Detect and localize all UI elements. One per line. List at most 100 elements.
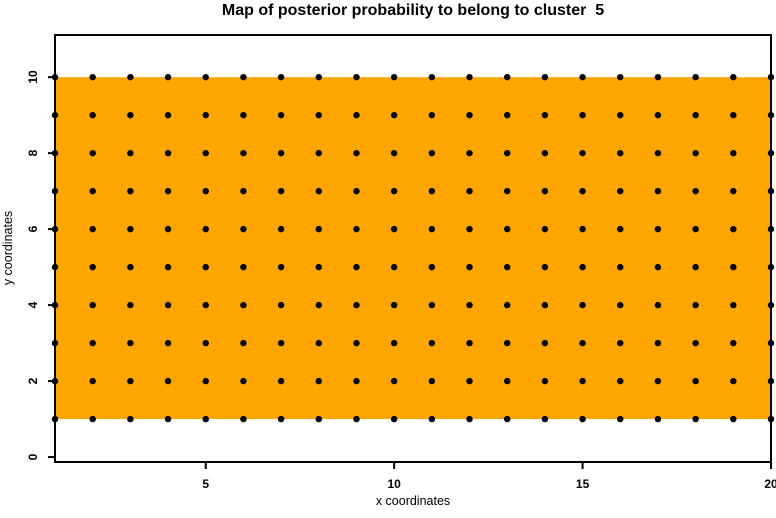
- data-point: [730, 301, 737, 309]
- data-point: [541, 377, 549, 385]
- data-point: [315, 187, 322, 195]
- data-point: [390, 415, 398, 423]
- data-point: [127, 149, 134, 157]
- data-point: [541, 415, 549, 423]
- data-point: [466, 415, 473, 423]
- data-point: [164, 301, 172, 309]
- y-tick-label: 10: [26, 70, 40, 84]
- data-point: [89, 415, 96, 423]
- data-point: [202, 225, 209, 233]
- data-point: [315, 377, 322, 385]
- data-point: [164, 149, 172, 157]
- data-point: [277, 377, 285, 385]
- data-point: [541, 73, 549, 81]
- data-point: [353, 187, 360, 195]
- data-point: [428, 415, 436, 423]
- data-point: [579, 225, 586, 233]
- probability-heat-region: [55, 77, 771, 420]
- data-point: [504, 225, 511, 233]
- data-point: [579, 415, 586, 423]
- data-point: [579, 301, 586, 309]
- data-point: [466, 301, 473, 309]
- data-point: [89, 301, 96, 309]
- data-point: [617, 339, 624, 347]
- data-point: [541, 111, 549, 119]
- data-point: [390, 263, 398, 271]
- data-point: [315, 149, 322, 157]
- data-point: [541, 263, 549, 271]
- data-point: [240, 263, 247, 271]
- data-point: [164, 339, 172, 347]
- data-point: [127, 187, 134, 195]
- data-point: [617, 301, 624, 309]
- data-point: [541, 187, 549, 195]
- data-point: [202, 415, 209, 423]
- data-point: [579, 187, 586, 195]
- data-point: [315, 263, 322, 271]
- data-point: [89, 73, 96, 81]
- data-point: [277, 301, 285, 309]
- data-point: [240, 301, 247, 309]
- y-tick-label: 0: [26, 453, 40, 461]
- data-point: [504, 111, 511, 119]
- x-axis-label: x coordinates: [375, 494, 451, 508]
- data-point: [202, 111, 209, 119]
- data-point: [240, 225, 247, 233]
- data-point: [654, 339, 662, 347]
- data-point: [541, 225, 549, 233]
- data-point: [466, 263, 473, 271]
- data-point: [730, 187, 737, 195]
- data-point: [428, 73, 436, 81]
- data-point: [579, 377, 586, 385]
- data-point: [202, 73, 209, 81]
- data-point: [390, 149, 398, 157]
- chart-title: Map of posterior probability to belong t…: [221, 2, 605, 19]
- data-point: [353, 339, 360, 347]
- data-point: [692, 377, 699, 385]
- data-point: [202, 301, 209, 309]
- data-point: [654, 225, 662, 233]
- data-point: [541, 149, 549, 157]
- data-point: [164, 187, 172, 195]
- data-point: [617, 149, 624, 157]
- data-point: [617, 225, 624, 233]
- data-point: [164, 225, 172, 233]
- data-point: [730, 339, 737, 347]
- data-point: [353, 415, 360, 423]
- data-point: [617, 263, 624, 271]
- data-point: [390, 73, 398, 81]
- data-point: [466, 149, 473, 157]
- data-point: [466, 225, 473, 233]
- data-point: [127, 111, 134, 119]
- data-point: [504, 263, 511, 271]
- data-point: [127, 339, 134, 347]
- data-point: [127, 73, 134, 81]
- data-point: [692, 187, 699, 195]
- data-point: [579, 111, 586, 119]
- data-point: [240, 149, 247, 157]
- data-point: [692, 263, 699, 271]
- data-point: [692, 225, 699, 233]
- data-point: [504, 73, 511, 81]
- data-point: [617, 187, 624, 195]
- data-point: [504, 377, 511, 385]
- plot-box: [54, 34, 772, 463]
- data-point: [315, 111, 322, 119]
- data-point: [390, 225, 398, 233]
- data-point: [202, 149, 209, 157]
- data-point: [89, 339, 96, 347]
- data-point: [277, 187, 285, 195]
- data-point: [390, 187, 398, 195]
- data-point: [692, 339, 699, 347]
- data-point: [579, 73, 586, 81]
- data-point: [617, 111, 624, 119]
- data-point: [127, 301, 134, 309]
- data-point: [315, 73, 322, 81]
- data-point: [428, 187, 436, 195]
- x-tick-label: 15: [575, 477, 590, 491]
- data-point: [504, 415, 511, 423]
- data-point: [579, 339, 586, 347]
- data-point: [240, 339, 247, 347]
- data-point: [466, 187, 473, 195]
